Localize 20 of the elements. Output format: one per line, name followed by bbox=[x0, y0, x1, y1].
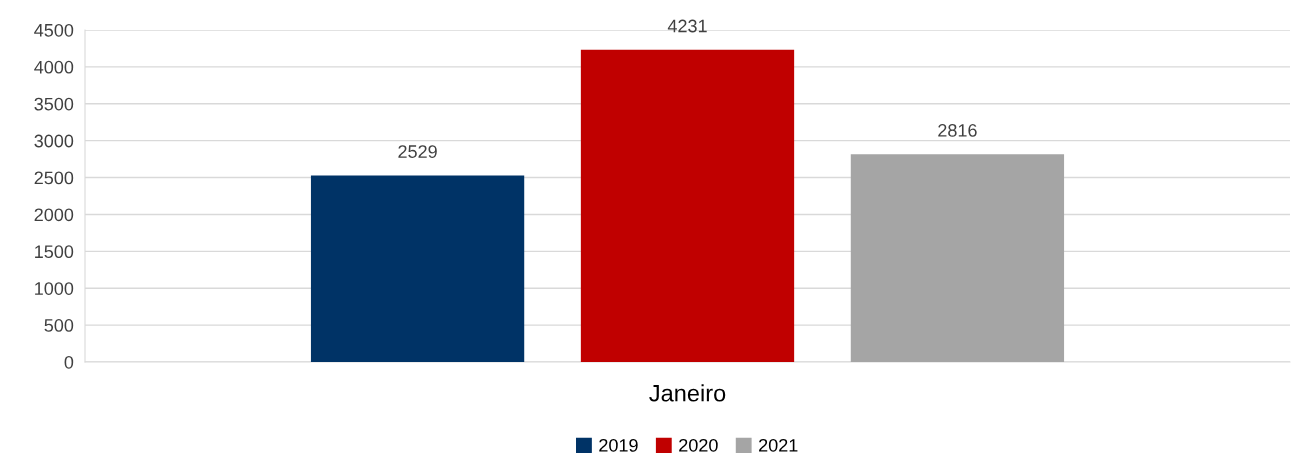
legend-label: 2020 bbox=[679, 438, 718, 452]
y-tick-label: 1500 bbox=[35, 245, 74, 259]
x-tick-label: Janeiro bbox=[649, 384, 726, 402]
y-tick-label: 2500 bbox=[34, 171, 74, 185]
y-tick-label: 4000 bbox=[34, 60, 74, 74]
bar bbox=[580, 49, 795, 362]
data-label: 2529 bbox=[398, 145, 437, 158]
y-tick-label: 1000 bbox=[35, 282, 74, 295]
y-tick-label: 3500 bbox=[34, 97, 74, 111]
y-tick-label: 500 bbox=[44, 319, 74, 332]
y-tick-label: 2000 bbox=[34, 208, 74, 222]
data-label: 2816 bbox=[938, 124, 977, 137]
legend-label: 2019 bbox=[599, 438, 638, 452]
y-tick-label: 0 bbox=[64, 355, 74, 369]
bar bbox=[310, 175, 525, 362]
data-label: 4231 bbox=[667, 19, 707, 33]
y-tick-label: 3000 bbox=[34, 134, 74, 148]
legend-label: 2021 bbox=[759, 438, 798, 452]
y-tick-label: 4500 bbox=[34, 23, 74, 37]
bar bbox=[850, 154, 1065, 362]
